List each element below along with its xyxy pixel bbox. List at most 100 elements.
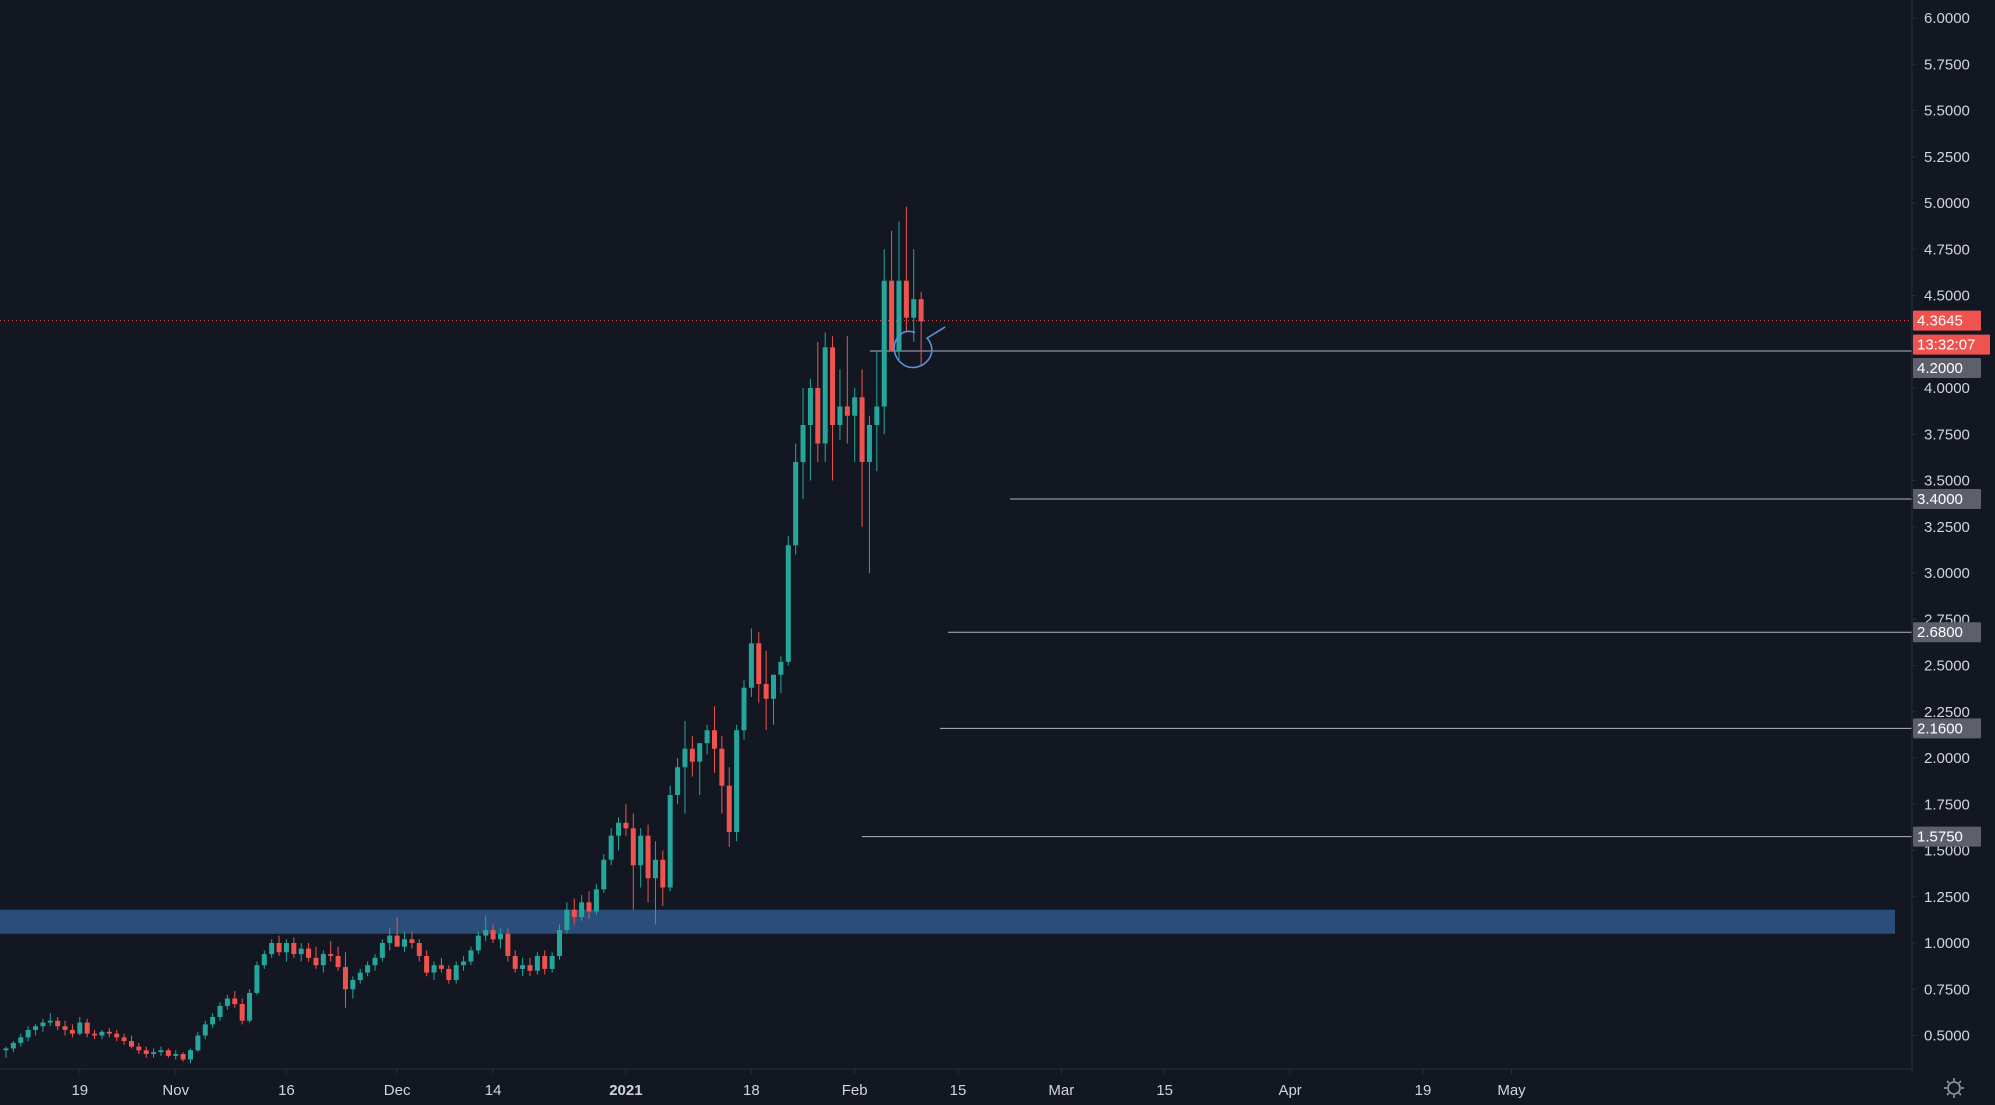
candle-body — [365, 965, 371, 973]
candle — [911, 249, 917, 342]
candle — [173, 1050, 179, 1060]
candle — [534, 952, 540, 975]
candle — [62, 1020, 68, 1036]
candle-body — [682, 748, 688, 768]
candle — [734, 724, 740, 842]
countdown-tag-text: 13:32:07 — [1917, 337, 1975, 354]
candle-body — [143, 1050, 149, 1054]
price-axis-label: 4.7500 — [1924, 241, 1970, 258]
candle — [483, 915, 489, 942]
candle-body — [601, 859, 607, 890]
price-axis-label: 1.5000 — [1924, 843, 1970, 860]
price-axis-label: 1.0000 — [1924, 935, 1970, 952]
price-axis-label: 3.7500 — [1924, 426, 1970, 443]
annotation-ellipse[interactable] — [893, 326, 946, 369]
candle-body — [121, 1037, 127, 1042]
candle — [446, 965, 452, 984]
candle-body — [269, 943, 275, 955]
time-axis-label: 15 — [1156, 1082, 1173, 1099]
candle — [593, 883, 599, 916]
candle — [254, 961, 260, 995]
candle-body — [896, 280, 902, 351]
price-axis-label: 6.0000 — [1924, 10, 1970, 27]
candle-body — [431, 965, 437, 973]
level-price-tag-text: 4.2000 — [1917, 360, 1963, 377]
candle — [114, 1029, 120, 1042]
candle-body — [40, 1022, 46, 1027]
candle-body — [475, 935, 481, 951]
candle — [763, 650, 769, 731]
candle-body — [387, 935, 393, 943]
time-axis-label: May — [1497, 1082, 1526, 1099]
candle — [800, 388, 806, 499]
candle-body — [69, 1029, 75, 1034]
candle — [69, 1024, 75, 1038]
candle — [40, 1018, 46, 1032]
candle — [47, 1013, 53, 1027]
price-axis-label: 3.5000 — [1924, 473, 1970, 490]
candle-body — [660, 859, 666, 888]
candle-body — [453, 965, 459, 980]
candle — [793, 443, 799, 555]
candle-body — [461, 961, 467, 966]
level-price-tag: 1.5750 — [1913, 826, 1981, 847]
candle-body — [62, 1026, 68, 1030]
candle — [106, 1028, 112, 1038]
price-axis-label: 2.5000 — [1924, 658, 1970, 675]
level-price-tag-bg — [1913, 622, 1981, 643]
candle — [151, 1048, 157, 1058]
candle-body — [542, 955, 548, 969]
price-axis[interactable]: 6.0000 5.7500 5.5000 5.2500 5.0000 4.7500 4.50… — [1912, 10, 1970, 1045]
candle — [77, 1017, 83, 1036]
candle — [431, 961, 437, 980]
candle-body — [239, 1004, 245, 1021]
candle — [778, 656, 784, 694]
time-axis-label: 16 — [278, 1082, 295, 1099]
candle-body — [261, 954, 267, 966]
candle — [387, 928, 393, 951]
candle — [667, 785, 673, 892]
candle-body — [807, 388, 813, 425]
candle — [918, 291, 924, 366]
price-axis-label: 3.2500 — [1924, 519, 1970, 536]
candle-body — [763, 684, 769, 699]
candle-body — [254, 965, 260, 993]
time-axis[interactable]: 19 Nov 16 Dec 14 2021 18 Feb 15 Mar 15 Apr 19 May — [71, 1069, 1526, 1099]
annotation-layer — [893, 326, 946, 369]
candle — [771, 674, 777, 725]
current-price-tag-bg — [1913, 310, 1981, 331]
candle-body — [180, 1054, 186, 1060]
candle-body — [564, 909, 570, 931]
candle-body — [291, 943, 297, 955]
candle — [18, 1033, 24, 1047]
candle-body — [534, 955, 540, 971]
candle — [866, 415, 872, 573]
candle — [136, 1042, 142, 1054]
time-axis-label: Feb — [842, 1082, 868, 1099]
candle-body — [719, 748, 725, 786]
candle — [202, 1020, 208, 1040]
price-axis-label: 2.2500 — [1924, 704, 1970, 721]
candle-body — [527, 965, 533, 971]
candle-body — [616, 822, 622, 836]
candle-body — [416, 943, 422, 956]
candle-body — [675, 767, 681, 795]
candle — [180, 1052, 186, 1062]
candle — [601, 854, 607, 894]
candle-body — [689, 748, 695, 762]
candle-body — [608, 835, 614, 860]
candle — [328, 941, 334, 962]
time-axis-label: Nov — [162, 1082, 189, 1099]
candle — [372, 954, 378, 971]
candle — [608, 828, 614, 866]
candle — [881, 249, 887, 435]
candle — [874, 351, 880, 472]
candle — [682, 721, 688, 814]
settings-gear-icon[interactable] — [1944, 1078, 1964, 1098]
candle-body — [424, 955, 430, 973]
candle — [557, 924, 562, 960]
candle-body — [741, 687, 747, 731]
